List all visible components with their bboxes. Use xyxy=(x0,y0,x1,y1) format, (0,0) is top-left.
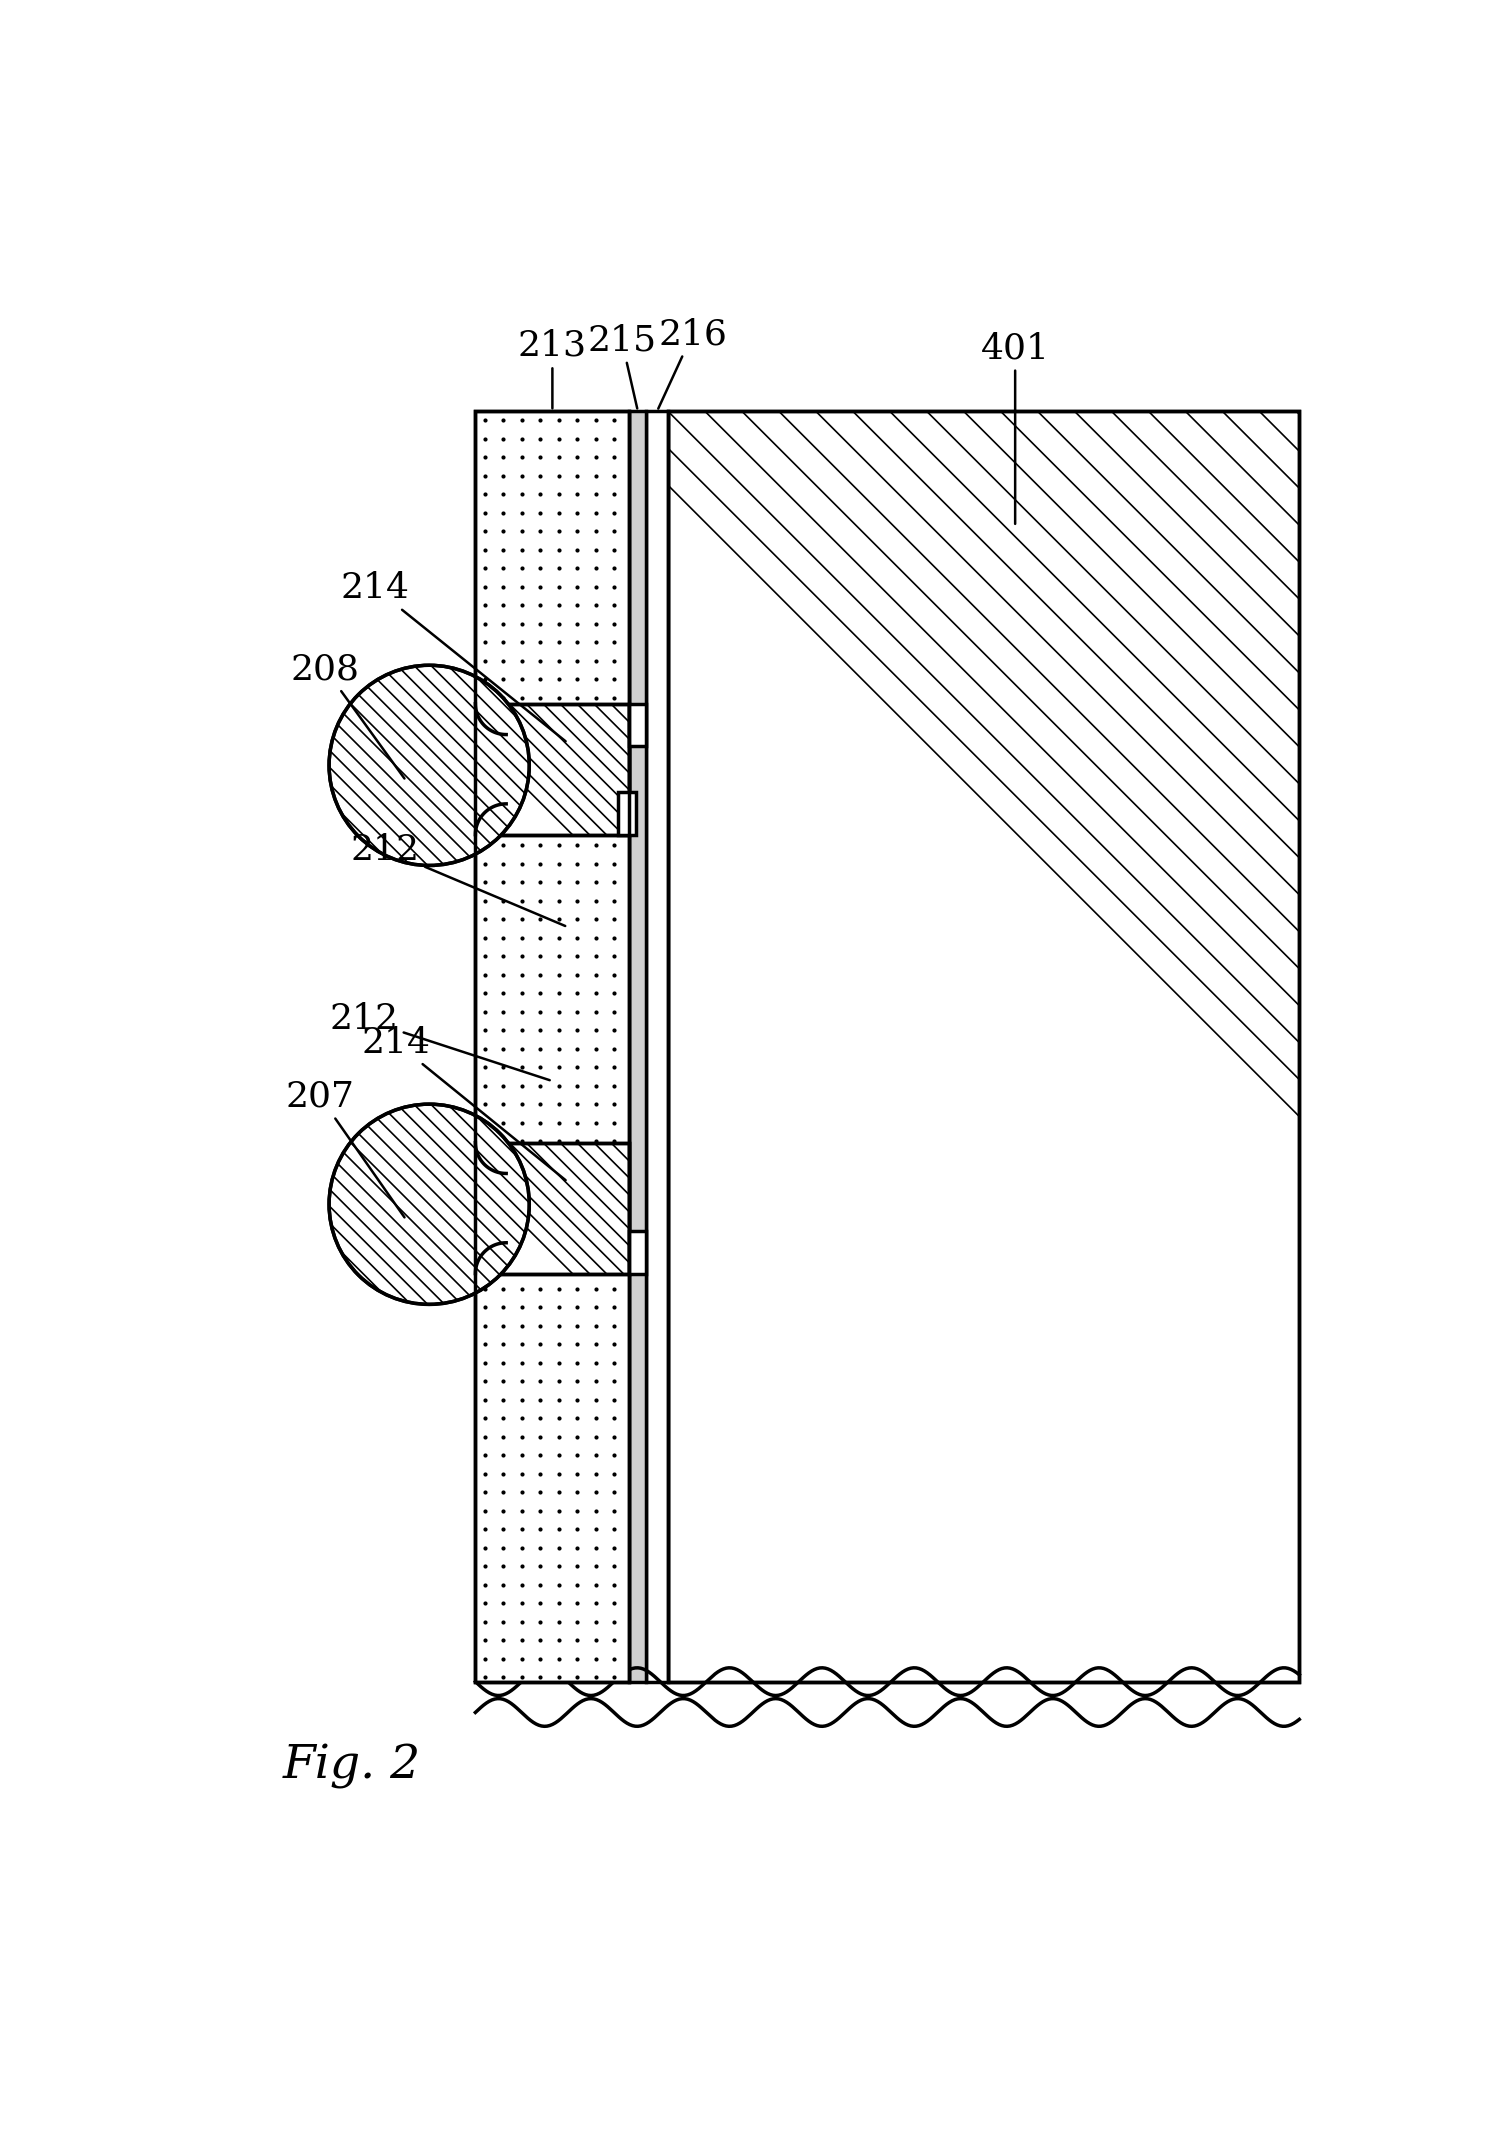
Text: 208: 208 xyxy=(291,651,405,778)
Text: 214: 214 xyxy=(341,572,566,741)
Text: 216: 216 xyxy=(657,317,728,409)
Bar xyxy=(475,703,629,834)
Text: 213: 213 xyxy=(518,328,587,409)
Text: 212: 212 xyxy=(351,834,565,926)
Bar xyxy=(475,1142,629,1273)
Bar xyxy=(629,1232,647,1273)
Text: 214: 214 xyxy=(362,1026,566,1181)
Text: 212: 212 xyxy=(329,1003,550,1080)
Text: 215: 215 xyxy=(587,324,656,409)
Bar xyxy=(668,411,1300,1682)
Bar xyxy=(647,411,668,1682)
Bar xyxy=(475,411,629,1682)
Circle shape xyxy=(329,1104,529,1305)
Circle shape xyxy=(329,664,529,866)
Text: 401: 401 xyxy=(980,330,1050,523)
Text: 207: 207 xyxy=(285,1080,405,1217)
Text: Fig. 2: Fig. 2 xyxy=(282,1744,421,1789)
Bar xyxy=(629,703,647,746)
Bar xyxy=(619,793,635,834)
Bar xyxy=(475,411,629,1682)
Bar xyxy=(629,411,647,1682)
Bar xyxy=(475,1142,629,1273)
Bar xyxy=(668,411,1300,1682)
Bar xyxy=(475,703,629,834)
